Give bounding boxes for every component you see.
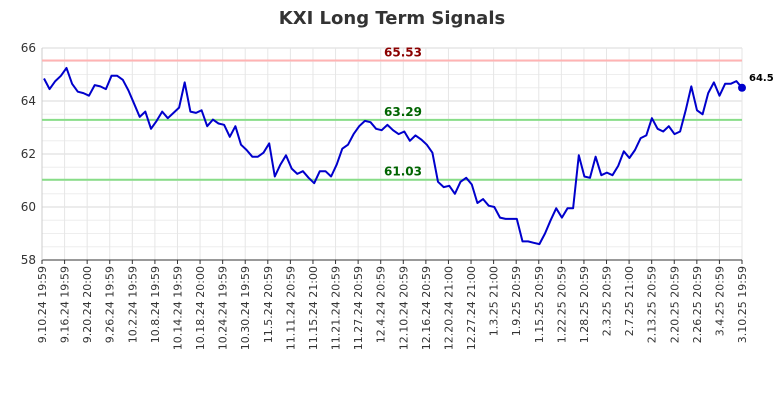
reference-line-label: 63.29	[384, 105, 422, 119]
x-tick-label: 1.15.25 20:59	[533, 266, 546, 343]
x-tick-label: 1.28.25 20:59	[578, 266, 591, 343]
series-line	[43, 66, 743, 246]
x-tick-label: 2.7.25 21:00	[623, 266, 636, 336]
chart-title: KXI Long Term Signals	[278, 8, 506, 29]
x-tick-label: 12.4.24 20:59	[375, 266, 388, 343]
y-tick-label: 60	[21, 200, 36, 214]
x-tick-label: 11.15.24 21:00	[307, 266, 320, 350]
x-tick-label: 12.16.24 20:59	[420, 266, 433, 350]
x-tick-label: 10.18.24 20:00	[194, 266, 207, 350]
last-point-marker	[738, 83, 746, 92]
x-tick-label: 10.8.24 19:59	[149, 266, 162, 343]
x-tick-label: 11.11.24 20:59	[284, 266, 297, 350]
x-tick-label: 3.4.25 20:59	[713, 266, 726, 336]
y-tick-label: 62	[21, 147, 36, 161]
x-tick-label: 11.21.24 20:59	[330, 266, 343, 350]
x-tick-label: 9.16.24 19:59	[59, 266, 72, 343]
x-tick-label: 11.27.24 20:59	[352, 266, 365, 350]
x-tick-label: 10.14.24 19:59	[171, 266, 184, 350]
x-tick-label: 2.20.25 20:59	[668, 266, 681, 343]
x-tick-label: 9.20.24 20:00	[81, 266, 94, 343]
reference-line-label: 61.03	[384, 165, 422, 179]
x-tick-label: 1.3.25 21:00	[488, 266, 501, 336]
reference-line-label: 65.53	[384, 45, 422, 59]
x-tick-label: 1.9.25 20:59	[510, 266, 523, 336]
x-tick-label: 9.10.24 19:59	[36, 266, 49, 343]
x-tick-label: 2.26.25 20:59	[691, 266, 704, 343]
x-tick-label: 3.10.25 19:59	[736, 266, 749, 343]
x-tick-label: 2.3.25 20:59	[601, 266, 614, 336]
last-value-label: 64.5	[749, 73, 774, 84]
y-tick-label: 64	[21, 94, 36, 108]
x-tick-label: 12.27.24 21:00	[465, 266, 478, 350]
y-tick-label: 66	[21, 41, 36, 55]
x-tick-label: 12.10.24 20:59	[397, 266, 410, 350]
x-tick-label: 11.5.24 20:59	[262, 266, 275, 343]
x-tick-label: 9.26.24 19:59	[104, 266, 117, 343]
x-tick-label: 10.24.24 19:59	[217, 266, 230, 350]
x-tick-label: 12.20.24 21:00	[442, 266, 455, 350]
y-tick-label: 58	[21, 253, 36, 267]
x-tick-label: 10.30.24 19:59	[239, 266, 252, 350]
x-tick-label: 10.2.24 19:59	[126, 266, 139, 343]
x-tick-label: 2.13.25 20:59	[646, 266, 659, 343]
x-tick-label: 1.22.25 20:59	[555, 266, 568, 343]
